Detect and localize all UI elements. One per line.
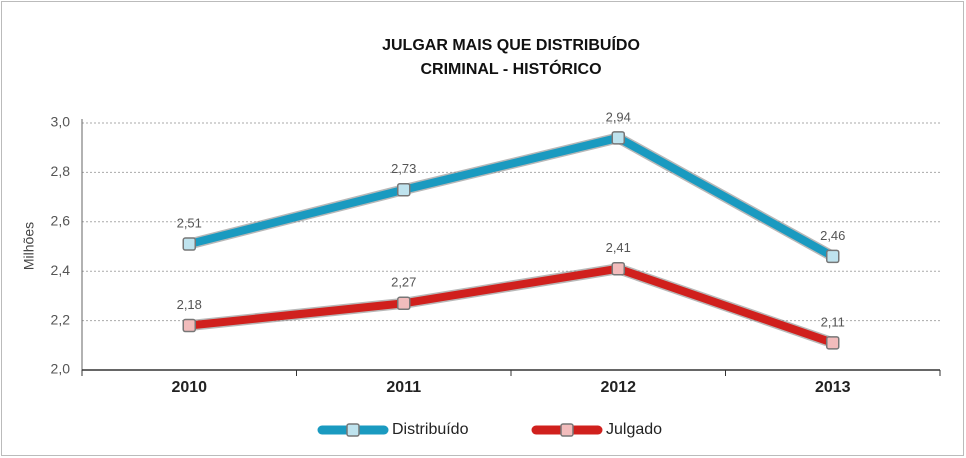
series-line	[188, 133, 835, 260]
y-tick-label: 2,2	[51, 311, 71, 327]
marker	[397, 296, 411, 311]
value-label: 2,41	[606, 240, 631, 255]
x-tick-label: 2010	[171, 379, 207, 396]
value-label: 2,46	[820, 228, 845, 243]
legend-marker	[560, 423, 574, 437]
marker	[826, 336, 840, 350]
marker	[182, 237, 196, 251]
y-tick-label: 2,6	[51, 213, 71, 229]
value-label: 2,51	[177, 215, 202, 230]
x-tick-label: 2012	[600, 379, 636, 396]
legend-label: Julgado	[606, 421, 662, 438]
value-label: 2,94	[606, 109, 631, 124]
legend-marker	[346, 423, 360, 437]
y-tick-label: 2,8	[51, 163, 71, 179]
value-label: 2,73	[391, 161, 416, 176]
chart-title: JULGAR MAIS QUE DISTRIBUÍDO	[382, 35, 640, 54]
marker	[397, 182, 411, 197]
y-tick-label: 3,0	[51, 114, 71, 130]
legend-label: Distribuído	[392, 421, 469, 438]
x-tick-label: 2011	[386, 379, 421, 396]
value-label: 2,27	[391, 275, 416, 290]
marker	[826, 249, 840, 264]
y-axis-label: Milhões	[21, 222, 37, 270]
y-tick-label: 2,0	[51, 361, 71, 377]
chart-subtitle: CRIMINAL - HISTÓRICO	[420, 59, 601, 78]
series-line	[188, 264, 835, 347]
marker	[182, 318, 196, 333]
value-label: 2,11	[821, 314, 845, 329]
marker	[611, 131, 625, 145]
y-tick-label: 2,4	[51, 262, 71, 278]
x-tick-label: 2013	[815, 379, 851, 396]
marker	[611, 261, 625, 276]
value-label: 2,18	[177, 297, 202, 312]
